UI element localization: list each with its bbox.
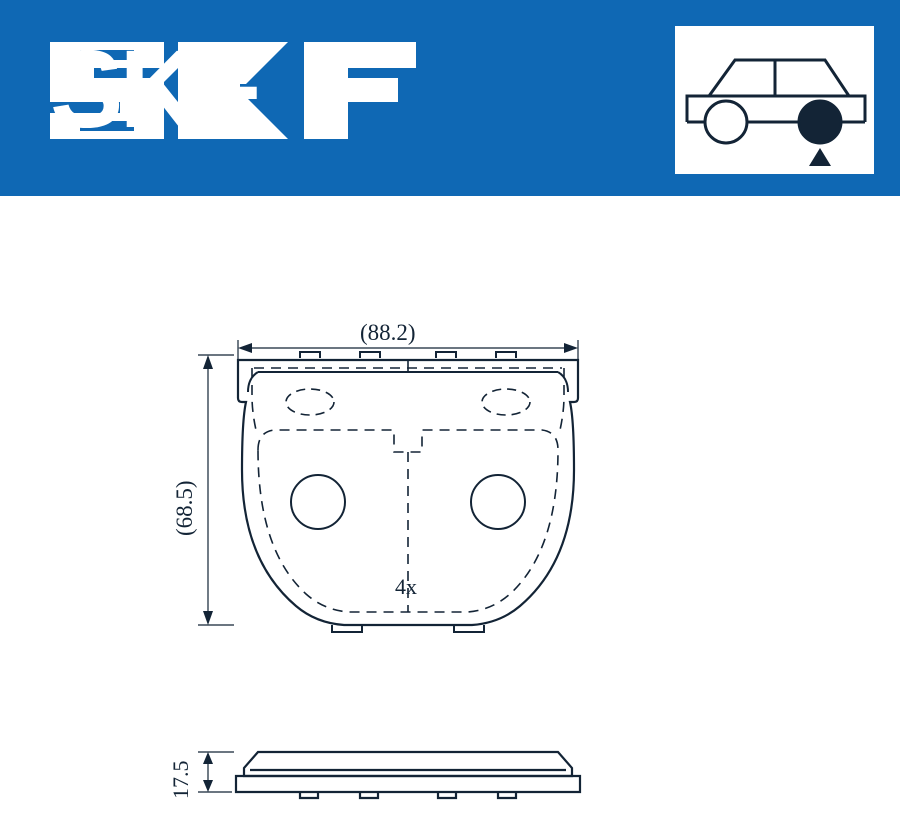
rear-wheel-icon [675,26,874,174]
quantity-label: 4x [395,574,417,600]
dimension-width-label: (88.2) [360,320,416,346]
dimension-thickness [198,752,234,792]
brand-text: SKF [50,42,259,139]
technical-drawing: (88.2) (68.5) 4x 17.5 [0,196,900,816]
rear-wheel-pointer [809,148,831,166]
mounting-slots [286,389,530,415]
dimension-height [198,355,234,625]
brand-logo: SKF [50,42,416,144]
header-bar: SKF [0,0,900,196]
brake-pad-side-outline [236,752,580,798]
dimension-thickness-label: 17.5 [168,761,194,800]
dimension-height-label: (68.5) [172,480,198,536]
position-icon-box [671,22,878,178]
